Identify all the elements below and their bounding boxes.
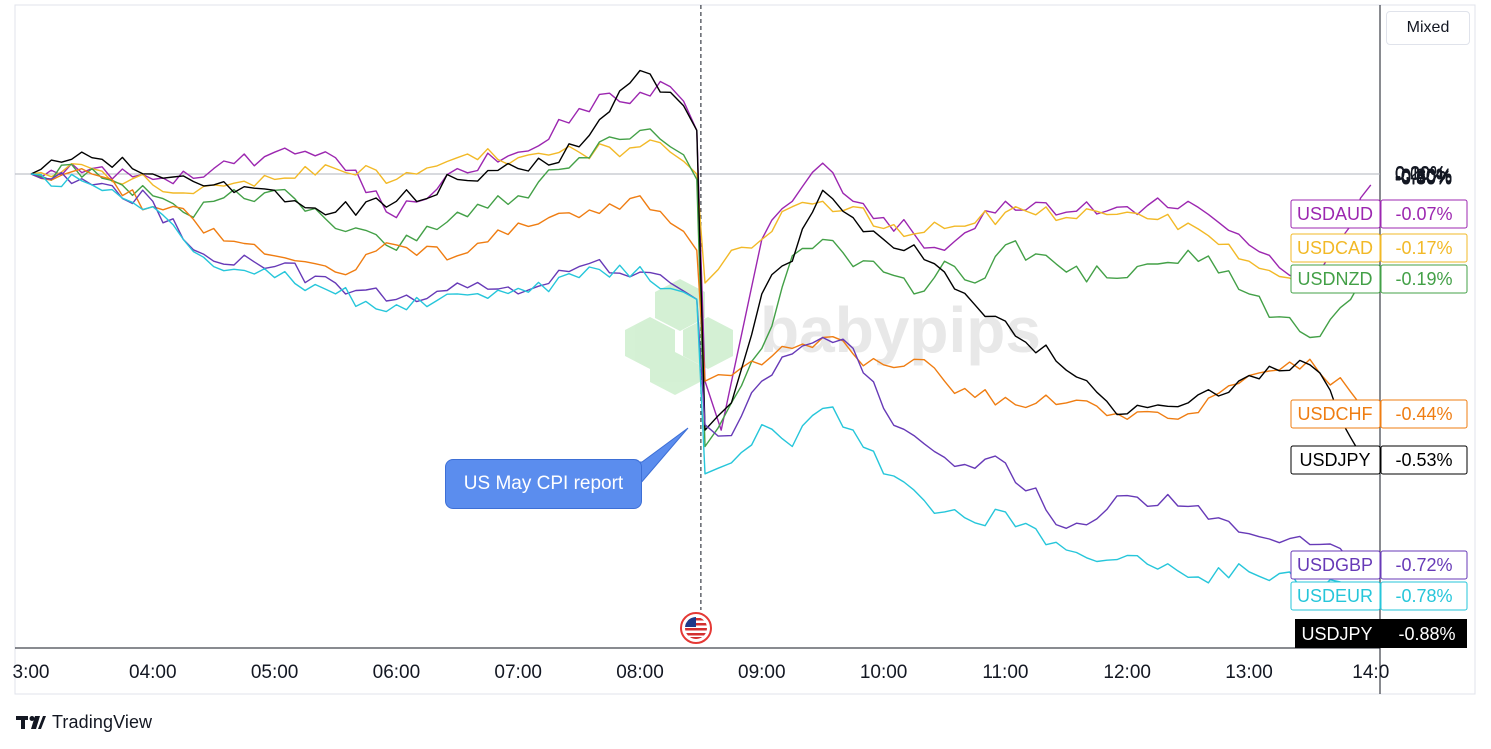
series-line-usdgbp [30,171,1372,568]
series-value-tag-usdeur: -0.78% [1380,581,1468,611]
y-tick-label: -0.50% [1395,167,1452,187]
series-value-tag-bg [1380,199,1468,229]
series-name-tag-bg [1290,550,1381,580]
series-value-tag-bg [1380,550,1468,580]
series-value-tag-text: -0.78% [1395,586,1452,606]
chart-frame [14,4,1476,695]
tradingview-text: TradingView [52,711,153,732]
y-tick-label: -0.80% [1395,168,1452,188]
series-value-tag-text: -0.17% [1395,238,1452,258]
series-layer [30,69,1372,600]
series-value-tag-bg [1380,399,1468,429]
x-tick-label: 06:00 [373,662,421,683]
y-tick-label: 0.20% [1395,163,1446,183]
x-tick-label: 13:00 [1225,662,1273,683]
time-axis-ticks: 3:00 04:00 05:00 06:00 07:00 08:00 09:00 10:00 1… [13,662,1390,683]
series-name-tag-text: USDJPY [1299,450,1370,470]
babypips-watermark: babypips [625,279,1041,395]
series-name-tag-bg [1290,233,1381,263]
x-tick-label: 14:0 [1352,662,1389,683]
series-name-tag-text: USDCHF [1298,404,1373,424]
series-value-tag-text: -0.19% [1395,269,1452,289]
series-value-tag-usdaud: -0.07% [1380,199,1468,229]
series-name-tag-text: USDCAD [1297,238,1373,258]
x-tick-label: 05:00 [251,662,299,683]
series-price-labels: USDAUD -0.07% USDCAD -0.17% USDNZD -0.19% USDC… [1290,199,1468,648]
usdjpy-active-tag-value: -0.88% [1398,624,1455,644]
series-line-usdeur [30,173,1372,600]
usdjpy-active-tag: USDJPY -0.88% [1295,619,1467,648]
series-name-tag-usdchf: USDCHF [1290,399,1381,429]
tradingview-logo-icon [16,716,46,729]
x-tick-label: 11:00 [982,662,1028,683]
x-tick-label: 07:00 [494,662,542,683]
y-tick-label: -0.40% [1395,166,1452,186]
series-name-tag-text: USDAUD [1297,204,1373,224]
y-tick-label: 0.00% [1395,164,1446,184]
series-value-tag-bg [1380,581,1468,611]
series-value-tag-text: -0.07% [1395,204,1452,224]
series-name-tag-text: USDNZD [1298,269,1373,289]
series-name-tag-bg [1290,445,1381,475]
cpi-callout: US May CPI report [445,459,642,509]
x-tick-label: 12:00 [1103,662,1151,683]
series-value-tag-usdgbp: -0.72% [1380,550,1468,580]
x-tick-label: 04:00 [129,662,177,683]
usdjpy-active-tag-name: USDJPY [1301,624,1372,644]
series-name-tag-bg [1290,399,1381,429]
series-name-tag-text: USDEUR [1297,586,1373,606]
series-name-tag-bg [1290,581,1381,611]
series-value-tag-usdjpy: -0.53% [1380,445,1468,475]
x-tick-label: 3:00 [13,662,50,683]
series-value-tag-usdcad: -0.17% [1380,233,1468,263]
series-name-tag-usdjpy: USDJPY [1290,445,1381,475]
series-value-tag-usdnzd: -0.19% [1380,264,1468,294]
series-name-tag-usdnzd: USDNZD [1290,264,1381,294]
series-value-tag-bg [1380,445,1468,475]
y-tick-label: -0.60% [1395,167,1452,187]
series-value-tag-text: -0.53% [1395,450,1452,470]
tradingview-logo[interactable]: TradingView [16,710,152,734]
series-name-tag-usdcad: USDCAD [1290,233,1381,263]
series-value-tag-bg [1380,233,1468,263]
series-value-tag-text: -0.44% [1395,404,1452,424]
x-tick-label: 08:00 [616,662,664,683]
series-value-tag-bg [1380,264,1468,294]
series-name-tag-bg [1290,199,1381,229]
x-tick-label: 10:00 [860,662,908,683]
series-name-tag-text: USDGBP [1297,555,1373,575]
y-tick-label: -0.70% [1395,168,1452,188]
series-line-usdjpy [30,69,1372,464]
series-name-tag-usdgbp: USDGBP [1290,550,1381,580]
x-tick-label: 09:00 [738,662,786,683]
series-value-tag-usdchf: -0.44% [1380,399,1468,429]
y-tick-label: 0.10% [1395,163,1446,183]
series-name-tag-bg [1290,264,1381,294]
usdjpy-active-tag-bg [1295,619,1467,648]
series-name-tag-usdaud: USDAUD [1290,199,1381,229]
series-line-usdcad [30,139,1372,290]
series-value-tag-text: -0.72% [1395,555,1452,575]
y-tick-label: -0.30% [1395,166,1452,186]
watermark-text: babypips [760,294,1041,366]
us-flag-icon[interactable] [680,612,712,644]
price-axis-ticks: 0.20%0.10%0.00%-0.30%-0.40%-0.50%-0.60%-… [1395,163,1452,188]
series-line-usdchf [30,168,1372,420]
scale-mode-button[interactable]: Mixed [1386,11,1470,45]
series-name-tag-usdeur: USDEUR [1290,581,1381,611]
